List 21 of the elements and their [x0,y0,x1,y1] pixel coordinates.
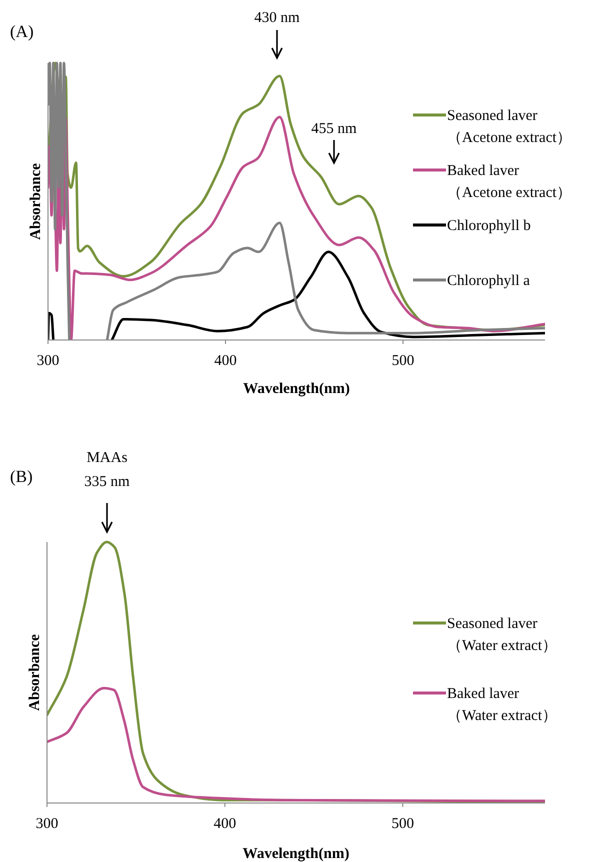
legend-label: Chlorophyll b [447,218,531,234]
legend-label: Seasoned laver （Water extract） [447,616,557,654]
text: 430 nm [254,10,300,26]
text: MAAs 335 nm [84,450,130,490]
y-axis-title: Absorbance [28,162,44,240]
legend-label: Baked laver （Acetone extract） [447,163,572,201]
annotation: 455 nm [311,121,358,137]
x-tick-label: 500 [391,816,414,832]
x-tick-label: 500 [392,353,414,369]
legend-label: Baked laver （Water extract） [447,686,557,724]
legend-label: Seasoned laver （Acetone extract） [447,108,572,146]
x-tick-label: 400 [214,816,236,832]
y-axis-title: Absorbance [27,634,43,711]
x-axis-title: Wavelength(nm) [242,846,350,862]
x-tick-label: 300 [36,353,60,369]
x-tick-label: 300 [36,816,58,832]
x-axis-title: Wavelength(nm) [243,381,350,397]
chart-title: (B) [10,467,33,486]
x-tick-label: 400 [214,353,237,369]
legend-label: Chlorophyll a [447,273,530,289]
chart-title: (A) [10,22,34,41]
